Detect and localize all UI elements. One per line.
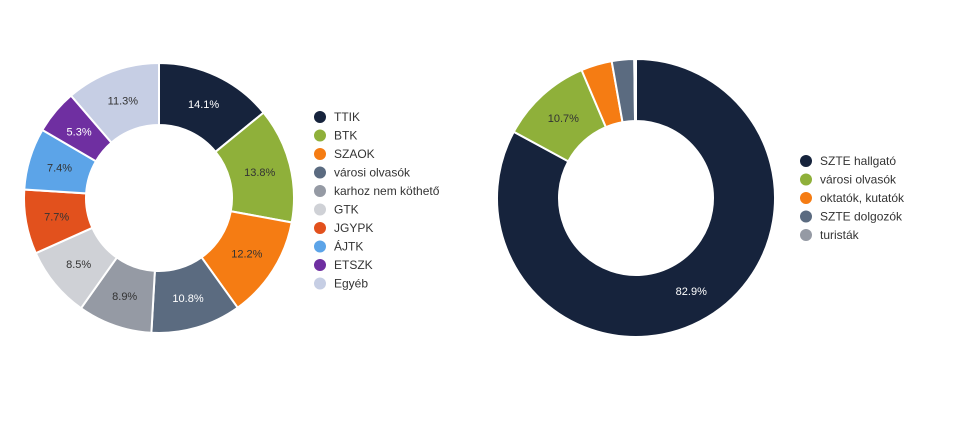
data-label-karhoz-nem-kotheto: 8.9% (112, 291, 137, 303)
legend-marker (314, 129, 326, 142)
legend-label: ÁJTK (334, 239, 363, 254)
legend-item-ajtk[interactable]: ÁJTK (314, 239, 363, 254)
legend-label: oktatók, kutatók (820, 191, 905, 205)
data-label-etszk: 5.3% (67, 126, 92, 138)
legend-item-ttik[interactable]: TTIK (314, 110, 360, 124)
legend-marker (314, 148, 326, 160)
legend-label: városi olvasók (820, 173, 897, 187)
legend-label: turisták (820, 228, 860, 242)
legend-marker (800, 210, 812, 223)
data-label-btk: 13.8% (244, 167, 275, 179)
legend-item-btk[interactable]: BTK (314, 129, 357, 143)
legend-marker (314, 166, 326, 179)
legend-item-szaok[interactable]: SZAOK (314, 147, 375, 161)
data-label-szte-hallgato: 82.9% (676, 286, 707, 298)
legend-item-karhoz-nem-kotheto[interactable]: karhoz nem köthető (314, 184, 440, 198)
donut-chart-faculties: 14.1% 13.8% 12.2% 10.8% 8.9% 8.5% 7.7% 7.4% 5.3%… (23, 61, 295, 334)
legend-label: Egyéb (334, 277, 368, 291)
legend-label: SZTE dolgozók (820, 210, 903, 224)
data-label-egyeb: 11.3% (108, 95, 139, 107)
legend-item-oktatok-kutatok[interactable]: oktatók, kutatók (800, 191, 905, 205)
legend-label: SZAOK (334, 147, 375, 161)
legend-marker (314, 185, 326, 197)
data-label-ttik: 14.1% (188, 99, 219, 111)
legend-marker (800, 192, 812, 204)
data-label-gtk: 8.5% (66, 259, 91, 271)
data-label-varosi-olvasok: 10.7% (548, 113, 579, 125)
legend-marker (800, 173, 812, 186)
legend-item-etszk[interactable]: ETSZK (314, 258, 373, 272)
legend-item-turistak[interactable]: turisták (800, 228, 860, 242)
slice-szte-hallgato[interactable] (496, 57, 776, 338)
legend-label: SZTE hallgató (820, 154, 896, 168)
data-label-ajtk: 7.4% (47, 163, 72, 175)
legend-item-egyeb[interactable]: Egyéb (314, 277, 368, 291)
legend-item-szte-hallgato[interactable]: SZTE hallgató (800, 154, 896, 168)
data-label-szaok: 12.2% (231, 249, 262, 261)
legend-label: GTK (334, 203, 359, 217)
legend-marker (314, 111, 326, 123)
legend-label: TTIK (334, 110, 360, 124)
legend-label: BTK (334, 129, 357, 143)
slice-egyeb[interactable] (69, 61, 160, 145)
legend-marker (800, 229, 812, 241)
legend-marker (800, 155, 812, 167)
legend-marker (314, 259, 326, 271)
legend-label: JGYPK (334, 221, 373, 235)
slice-turistak[interactable] (633, 57, 637, 123)
legend-marker (314, 240, 326, 253)
legend-item-gtk[interactable]: GTK (314, 203, 359, 217)
legend-item-varosi-olvasok[interactable]: városi olvasók (800, 173, 897, 187)
legend-item-varosi-olvasok[interactable]: városi olvasók (314, 166, 411, 180)
data-label-varosi-olvasok: 10.8% (172, 293, 203, 305)
data-label-jgypk: 7.7% (44, 212, 69, 224)
legend-label: ETSZK (334, 258, 373, 272)
legend-label: karhoz nem köthető (334, 184, 440, 198)
legend-item-szte-dolgozok[interactable]: SZTE dolgozók (800, 210, 903, 224)
donut-chart-reader-types: 82.9% 10.7% (496, 57, 776, 338)
legend-item-jgypk[interactable]: JGYPK (314, 221, 373, 235)
legend-reader-types: SZTE hallgató városi olvasók oktatók, kuta… (800, 154, 905, 242)
legend-label: városi olvasók (334, 166, 411, 180)
legend-faculties: TTIK BTK SZAOK városi olvasók karhoz nem köt… (314, 110, 440, 291)
legend-marker (314, 203, 326, 216)
legend-marker (314, 277, 326, 290)
legend-marker (314, 222, 326, 234)
